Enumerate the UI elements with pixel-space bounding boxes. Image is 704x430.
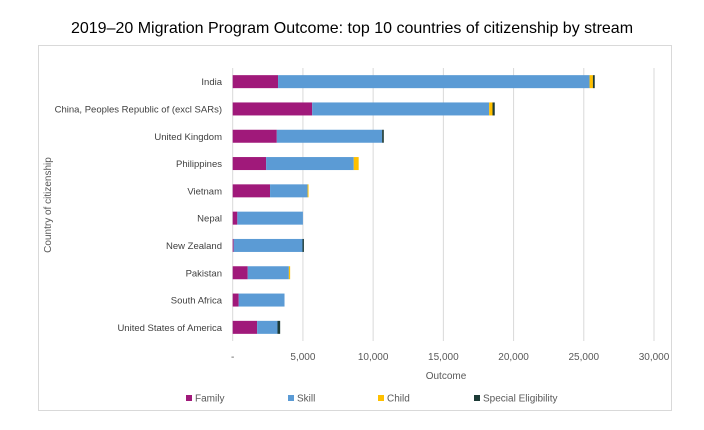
bar-segment-skill — [233, 238, 303, 252]
y-tick-label: India — [201, 77, 222, 88]
bar-segment-skill — [247, 266, 289, 280]
legend-label: Family — [195, 394, 224, 405]
bar-segment-child — [288, 266, 291, 280]
bar-segment-child — [307, 184, 309, 198]
x-tick-label: 30,000 — [639, 352, 670, 363]
bar-segment-family — [232, 320, 258, 334]
bar-segment-family — [232, 157, 267, 171]
bar-segment-family — [232, 184, 271, 198]
bar-segment-family — [232, 266, 248, 280]
bar-segment-family — [232, 211, 238, 225]
x-tick-label: 25,000 — [568, 352, 599, 363]
bar-segment-skill — [238, 293, 285, 307]
bar-segment-skill — [257, 320, 278, 334]
y-axis-label: Country of citizenship — [43, 157, 54, 253]
legend-label: Child — [387, 394, 410, 405]
bar-segment-child — [489, 102, 493, 116]
bar-segment-skill — [266, 157, 354, 171]
x-tick-label: 10,000 — [358, 352, 389, 363]
bar-segment-child — [589, 75, 593, 89]
bar-segment-skill — [276, 129, 383, 143]
bar-segment-special-eligibility — [592, 75, 595, 89]
y-tick-label: New Zealand — [166, 241, 222, 252]
bar-segment-skill — [270, 184, 308, 198]
y-tick-label: United Kingdom — [154, 132, 222, 143]
legend-swatch — [186, 395, 192, 401]
y-tick-label: Pakistan — [186, 268, 222, 279]
bar-segment-special-eligibility — [302, 238, 304, 252]
bar-segment-special-eligibility — [277, 320, 281, 334]
x-tick-label: 20,000 — [498, 352, 529, 363]
y-tick-label: South Africa — [171, 296, 223, 307]
bar-segment-family — [232, 129, 277, 143]
bar-segment-family — [232, 293, 239, 307]
chart-frame — [38, 45, 672, 411]
y-tick-label: United States of America — [117, 323, 222, 334]
bar-segment-skill — [237, 211, 303, 225]
x-axis-label: Outcome — [426, 371, 467, 382]
bar-segment-special-eligibility — [382, 129, 384, 143]
x-tick-label: 15,000 — [428, 352, 459, 363]
bar-segment-skill — [278, 75, 590, 89]
bar-segment-family — [232, 238, 234, 252]
legend-label: Skill — [297, 394, 315, 405]
bar-segment-family — [232, 102, 313, 116]
bar-segment-skill — [312, 102, 490, 116]
legend-swatch — [288, 395, 294, 401]
legend-swatch — [378, 395, 384, 401]
x-tick-label: - — [231, 352, 234, 363]
legend-label: Special Eligibility — [483, 394, 557, 405]
y-tick-label: China, Peoples Republic of (excl SARs) — [55, 104, 222, 115]
y-tick-label: Nepal — [197, 214, 222, 225]
y-tick-label: Philippines — [176, 159, 222, 170]
legend-swatch — [474, 395, 480, 401]
bar-segment-special-eligibility — [492, 102, 495, 116]
bar-segment-child — [353, 157, 359, 171]
y-tick-label: Vietnam — [187, 186, 222, 197]
x-tick-label: 5,000 — [290, 352, 315, 363]
chart-title: 2019–20 Migration Program Outcome: top 1… — [70, 20, 634, 37]
bar-segment-family — [232, 75, 279, 89]
